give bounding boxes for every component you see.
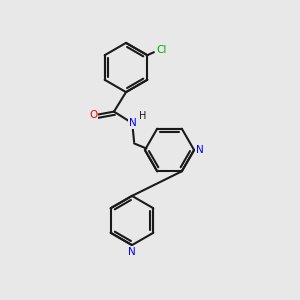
- Text: N: N: [196, 145, 203, 155]
- Text: Cl: Cl: [157, 45, 167, 55]
- Text: O: O: [89, 110, 98, 121]
- Text: N: N: [129, 118, 136, 128]
- Text: N: N: [128, 247, 136, 257]
- Text: H: H: [139, 111, 146, 122]
